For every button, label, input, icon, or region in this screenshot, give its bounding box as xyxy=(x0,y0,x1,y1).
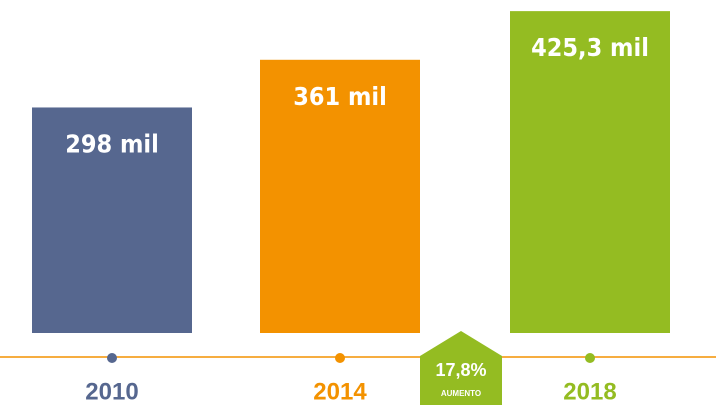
x-tick-label: 2018 xyxy=(563,378,616,405)
x-tick-label: 2014 xyxy=(313,378,367,405)
bar xyxy=(260,59,420,333)
data-label: 425,3 mil xyxy=(531,33,649,62)
annotation-badge xyxy=(420,331,502,405)
axis-dot xyxy=(585,353,595,363)
x-tick-label: 2010 xyxy=(85,378,138,405)
bar xyxy=(510,11,670,334)
annotation-subtext: AUMENTO xyxy=(441,389,481,398)
annotation-text: 17,8% xyxy=(435,360,486,380)
bar xyxy=(32,107,192,333)
data-label: 298 mil xyxy=(65,129,159,158)
axis-dot xyxy=(107,353,117,363)
axis-dot xyxy=(335,353,345,363)
data-label: 361 mil xyxy=(293,82,387,111)
